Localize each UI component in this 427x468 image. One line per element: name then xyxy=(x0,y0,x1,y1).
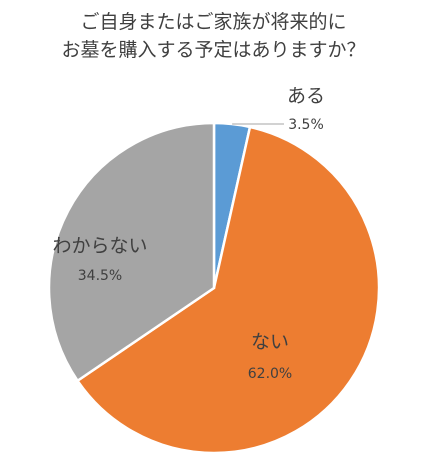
slice-label-wakaranai: わからない xyxy=(52,235,147,257)
chart-title-line-1: ご自身またはご家族が将来的に xyxy=(80,11,347,33)
slice-value-nai: 62.0% xyxy=(248,366,292,382)
pie-labels: ある 3.5% ない 62.0% わからない 34.5% xyxy=(52,85,325,382)
slice-label-nai: ない xyxy=(251,331,289,353)
slice-value-aru: 3.5% xyxy=(288,117,324,133)
pie-slices xyxy=(47,121,381,455)
pie-slice-nai xyxy=(75,125,381,455)
slice-label-aru: ある xyxy=(287,85,325,107)
chart-title-line-2: お墓を購入する予定はありますか？ xyxy=(61,39,366,61)
slice-value-wakaranai: 34.5% xyxy=(78,268,122,284)
chart-title: ご自身またはご家族が将来的に お墓を購入する予定はありますか？ xyxy=(0,8,427,64)
pie-slice-wakaranai xyxy=(47,121,216,383)
